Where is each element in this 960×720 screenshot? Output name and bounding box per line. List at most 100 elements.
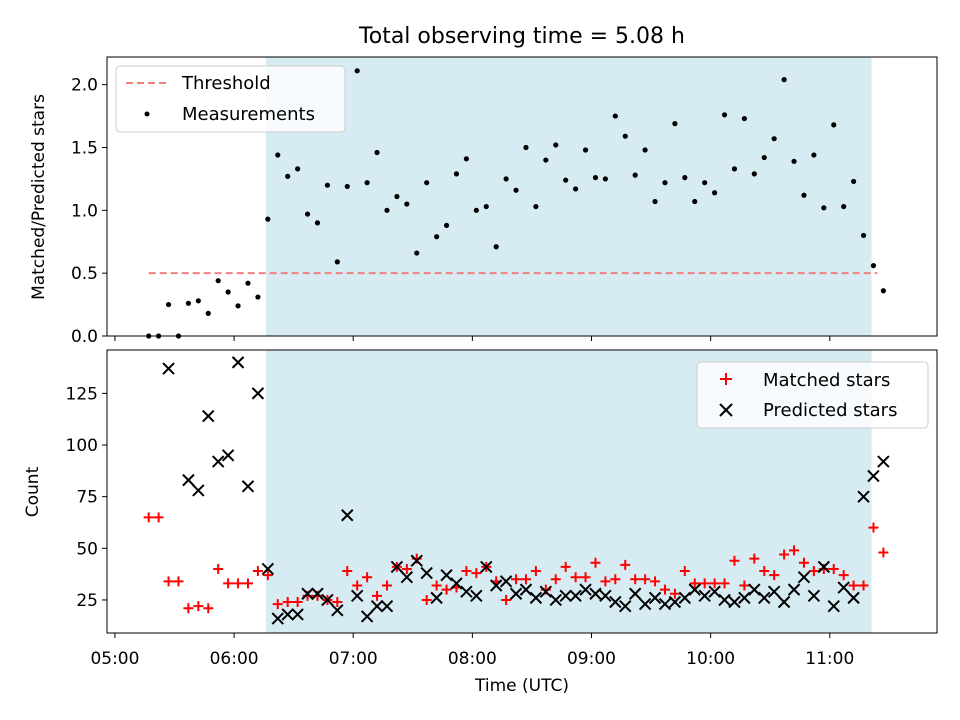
top-ylabel: Matched/Predicted stars: [29, 94, 49, 300]
measurement-point: [185, 300, 192, 306]
matched-star-marker: [441, 584, 452, 595]
matched-star-marker: [242, 578, 253, 589]
predicted-star-marker: [847, 591, 860, 605]
matched-star-marker: [749, 553, 760, 564]
measurement-point: [702, 180, 708, 186]
predicted-star-marker: [797, 571, 811, 584]
matched-star-marker: [501, 594, 512, 605]
predicted-markers: [162, 356, 890, 625]
measurement-point: [821, 205, 827, 211]
matched-star-marker: [759, 566, 770, 577]
predicted-star-marker: [519, 583, 533, 596]
matched-star-marker: [779, 549, 790, 560]
predicted-star-marker: [728, 595, 741, 609]
predicted-star-marker: [400, 571, 414, 584]
predicted-star-marker: [827, 599, 840, 613]
measurement-point: [215, 278, 221, 284]
predicted-star-marker: [569, 589, 582, 603]
predicted-star-marker: [698, 589, 711, 603]
measurement-point: [851, 178, 857, 185]
matched-star-marker: [580, 572, 591, 583]
top-ytick-label: 2.0: [71, 76, 98, 96]
matched-star-marker: [252, 566, 263, 577]
predicted-star-marker: [777, 595, 791, 609]
top-points: [146, 68, 886, 339]
predicted-star-marker: [430, 591, 443, 605]
measurement-point: [424, 180, 430, 186]
measurement-point: [712, 190, 718, 196]
bottom-xtick-label: 07:00: [329, 649, 378, 669]
matched-star-marker: [838, 570, 849, 581]
matched-star-marker: [659, 584, 670, 595]
measurement-point: [801, 192, 807, 198]
measurement-point: [324, 182, 331, 188]
predicted-star-marker: [261, 562, 275, 576]
measurement-point: [592, 175, 599, 181]
legend-threshold-label: Threshold: [181, 73, 271, 94]
top-shaded-span: [265, 57, 872, 336]
matched-star-marker: [769, 570, 780, 581]
top-axes-frame: [106, 56, 938, 337]
bottom-legend-box: [696, 361, 929, 429]
measurement-point: [622, 133, 628, 139]
predicted-star-marker: [787, 583, 801, 596]
predicted-star-marker: [579, 583, 592, 596]
measurement-point: [751, 171, 757, 177]
predicted-star-marker: [321, 593, 334, 607]
matched-star-marker: [699, 578, 710, 589]
matched-star-marker: [520, 574, 531, 585]
measurement-point: [374, 149, 380, 156]
predicted-star-marker: [440, 568, 453, 582]
predicted-star-marker: [609, 595, 622, 609]
predicted-star-marker: [708, 585, 721, 598]
matched-star-marker: [620, 559, 631, 570]
matched-star-marker: [669, 588, 680, 599]
measurement-point: [334, 259, 340, 265]
predicted-star-marker: [281, 608, 294, 621]
top-legend: Threshold Measurements: [115, 65, 346, 133]
measurement-point: [354, 68, 360, 74]
matched-star-marker: [739, 580, 750, 591]
measurement-point: [255, 294, 261, 300]
predicted-star-marker: [559, 589, 572, 603]
matched-star-marker: [858, 580, 869, 591]
matched-star-marker: [650, 576, 661, 587]
measurement-point: [265, 216, 271, 222]
measurement-point: [860, 232, 867, 239]
predicted-star-marker: [420, 566, 433, 580]
matched-star-marker: [808, 566, 819, 577]
predicted-star-marker: [480, 560, 493, 574]
predicted-star-marker: [589, 587, 602, 600]
bottom-panel: 25 50 75 100 125 05:00 06:00 07:00 08:00 09:00 10…: [23, 349, 938, 696]
measurement-point: [771, 136, 777, 142]
predicted-star-marker: [619, 599, 632, 613]
predicted-star-marker: [807, 589, 821, 603]
measurement-point: [741, 115, 747, 122]
predicted-star-marker: [857, 490, 870, 503]
measurement-point: [513, 187, 519, 193]
predicted-star-marker: [837, 581, 850, 594]
measurement-point: [235, 303, 241, 309]
predicted-star-marker: [599, 589, 612, 603]
bottom-xtick-label: 06:00: [210, 649, 259, 669]
predicted-star-marker: [341, 509, 354, 522]
matched-star-marker: [729, 555, 740, 566]
bottom-ytick-label: 75: [76, 488, 98, 508]
measurement-point: [563, 177, 569, 183]
predicted-star-marker: [202, 409, 215, 423]
chart-title: Total observing time = 5.08 h: [358, 24, 685, 49]
matched-star-marker: [431, 580, 442, 591]
predicted-star-marker: [499, 575, 513, 588]
matched-star-marker: [272, 599, 283, 610]
measurement-point: [443, 222, 450, 229]
predicted-star-marker: [648, 591, 662, 605]
matched-star-marker: [193, 601, 204, 612]
legend-measurements-swatch: [144, 111, 150, 117]
measurement-point: [880, 288, 886, 294]
bottom-xtick-label: 10:00: [686, 649, 735, 669]
predicted-star-marker: [231, 356, 245, 369]
measurement-point: [831, 122, 837, 128]
matched-star-marker: [798, 557, 809, 568]
predicted-star-marker: [291, 608, 304, 621]
predicted-star-marker: [182, 473, 195, 487]
